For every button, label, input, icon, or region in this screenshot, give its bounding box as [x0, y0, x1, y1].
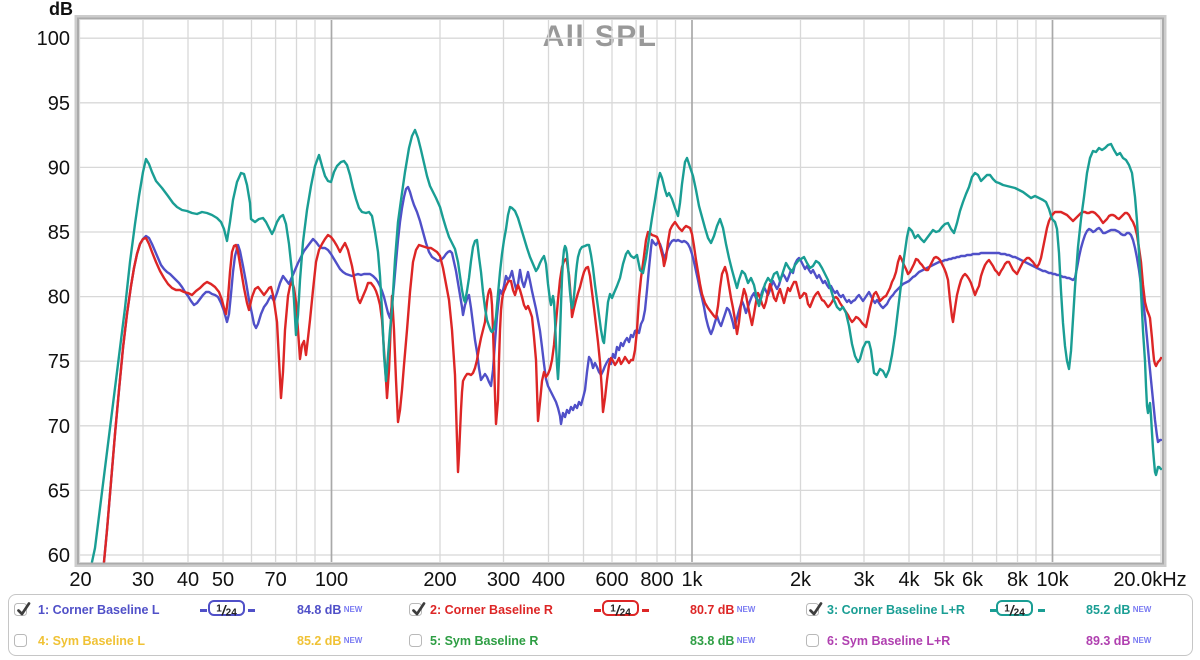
- svg-text:8k: 8k: [1007, 569, 1029, 591]
- svg-text:3k: 3k: [853, 569, 875, 591]
- svg-text:1k: 1k: [681, 569, 703, 591]
- svg-text:90: 90: [48, 157, 70, 179]
- svg-text:20: 20: [69, 569, 91, 591]
- svg-text:70: 70: [48, 416, 70, 438]
- svg-text:800: 800: [640, 569, 673, 591]
- svg-text:75: 75: [48, 351, 70, 373]
- svg-text:50: 50: [212, 569, 234, 591]
- svg-text:400: 400: [532, 569, 565, 591]
- svg-text:10k: 10k: [1036, 569, 1069, 591]
- svg-text:5k: 5k: [933, 569, 955, 591]
- svg-text:100: 100: [37, 28, 70, 50]
- svg-text:95: 95: [48, 93, 70, 115]
- svg-text:4k: 4k: [898, 569, 920, 591]
- svg-text:60: 60: [48, 545, 70, 567]
- svg-text:dB: dB: [49, 0, 73, 19]
- svg-text:2k: 2k: [790, 569, 812, 591]
- svg-text:6k: 6k: [962, 569, 984, 591]
- svg-text:40: 40: [177, 569, 199, 591]
- svg-text:65: 65: [48, 480, 70, 502]
- svg-text:300: 300: [487, 569, 520, 591]
- svg-text:30: 30: [132, 569, 154, 591]
- svg-text:600: 600: [595, 569, 628, 591]
- svg-text:80: 80: [48, 287, 70, 309]
- svg-text:20.0kHz: 20.0kHz: [1113, 569, 1186, 591]
- svg-text:All SPL: All SPL: [543, 20, 658, 53]
- svg-text:100: 100: [315, 569, 348, 591]
- svg-text:85: 85: [48, 222, 70, 244]
- svg-text:70: 70: [264, 569, 286, 591]
- svg-text:200: 200: [423, 569, 456, 591]
